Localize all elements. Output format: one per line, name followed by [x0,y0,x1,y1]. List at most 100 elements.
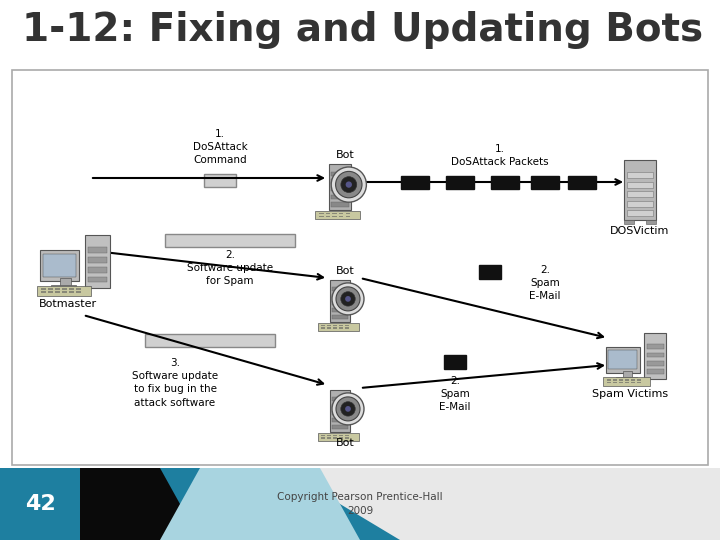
Circle shape [341,177,356,192]
Text: DOSVictim: DOSVictim [611,226,670,236]
Bar [327,327,331,328]
Bar [88,277,107,282]
Bar [446,176,474,188]
Bar [345,327,349,328]
Bar [627,172,653,178]
Bar [637,382,641,383]
Bar [319,213,323,214]
Bar [332,404,348,408]
Bar [321,437,325,438]
Text: Copyright Pearson Prentice-Hall
2009: Copyright Pearson Prentice-Hall 2009 [277,491,443,516]
Bar [625,382,629,383]
Text: Bot: Bot [336,266,354,276]
Polygon shape [160,468,360,540]
Bar [145,334,275,347]
FancyBboxPatch shape [330,280,350,322]
Bar [319,215,323,217]
Bar [332,397,348,401]
Bar [619,380,623,381]
Bar [345,435,349,436]
Bar [48,291,53,293]
Circle shape [341,292,355,306]
Bar [627,191,653,197]
Bar [339,325,343,326]
Bar [619,382,623,383]
Bar [331,187,348,191]
FancyBboxPatch shape [37,286,91,295]
Text: 3.
Software update
to fix bug in the
attack software: 3. Software update to fix bug in the att… [132,358,218,408]
Bar [616,376,637,380]
Bar [339,435,343,436]
Bar [51,285,76,289]
Bar [479,265,501,279]
Bar [332,418,348,422]
Bar [48,288,53,290]
Bar [568,176,596,188]
Bar [631,382,635,383]
Circle shape [331,167,366,202]
Circle shape [345,296,351,302]
Bar [339,327,343,328]
Text: Bot: Bot [336,438,354,448]
Bar [76,288,81,290]
Bar [55,288,60,290]
Bar [333,435,337,436]
Bar [647,353,664,357]
Bar [625,380,629,381]
Bar [345,437,349,438]
Bar [204,173,236,186]
Circle shape [336,171,362,198]
Bar [332,425,348,429]
Bar [613,382,617,383]
Bar [332,287,348,291]
Bar [88,247,107,253]
Bar [332,294,348,298]
Bar [637,380,641,381]
FancyBboxPatch shape [603,377,649,386]
Bar [332,301,348,305]
Text: 2.
Spam
E-Mail: 2. Spam E-Mail [439,376,471,413]
Text: 1.
DoSAttack
Command: 1. DoSAttack Command [193,129,248,165]
Polygon shape [0,468,400,540]
Bar [608,350,637,369]
Bar [331,179,348,184]
Bar [346,215,350,217]
Bar [332,315,348,319]
Bar [333,437,337,438]
Bar [88,267,107,273]
Bar [332,411,348,415]
Bar [69,288,73,290]
Text: Botmaster: Botmaster [39,299,97,309]
Bar [42,288,45,290]
Bar [623,370,632,378]
FancyBboxPatch shape [606,347,639,373]
Text: 2.
Software update
for Spam: 2. Software update for Spam [187,250,273,286]
Circle shape [332,283,364,315]
Bar [321,325,325,326]
Bar [327,437,331,438]
Text: Bot: Bot [336,150,354,160]
FancyBboxPatch shape [318,322,359,330]
Bar [325,213,330,214]
FancyBboxPatch shape [40,250,79,281]
Bar [69,291,73,293]
Bar [325,215,330,217]
Bar [401,176,429,188]
Circle shape [346,181,352,188]
Circle shape [345,406,351,412]
Bar [345,325,349,326]
Bar [331,172,348,176]
FancyBboxPatch shape [315,211,360,219]
Bar [647,369,664,374]
Circle shape [336,287,360,311]
Bar [88,257,107,263]
Circle shape [336,397,360,421]
Bar [63,291,67,293]
Bar [76,291,81,293]
Bar [607,382,611,383]
FancyBboxPatch shape [85,235,110,288]
Bar [327,435,331,436]
Bar [346,213,350,214]
Bar [531,176,559,188]
Bar [331,202,348,207]
